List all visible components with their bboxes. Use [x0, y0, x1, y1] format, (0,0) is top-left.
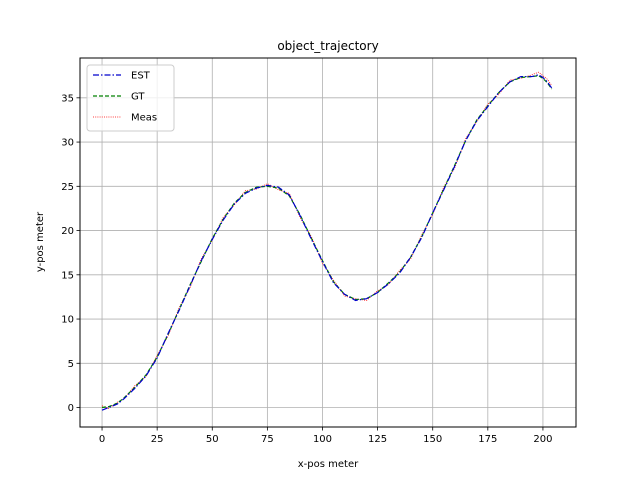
- axis-ticks: 0 25 50 75 100 125 150 175 200 0 5 10 15 20 25 30 35: [61, 93, 552, 445]
- series-lines: [101, 71, 553, 411]
- x-tick-label: 125: [368, 434, 387, 445]
- y-tick-label: 25: [61, 182, 74, 193]
- chart-title: object_trajectory: [277, 39, 378, 53]
- x-tick-label: 200: [533, 434, 552, 445]
- legend-label-gt: GT: [131, 92, 145, 103]
- y-tick-label: 30: [61, 138, 74, 149]
- x-tick-label: 75: [261, 434, 274, 445]
- y-tick-label: 20: [61, 226, 74, 237]
- x-tick-label: 150: [423, 434, 442, 445]
- x-tick-label: 100: [313, 434, 332, 445]
- x-axis-label: x-pos meter: [298, 459, 359, 470]
- plot-frame: [79, 57, 577, 428]
- legend-box: [86, 64, 175, 132]
- legend-label-meas: Meas: [131, 113, 157, 124]
- x-tick-label: 175: [478, 434, 497, 445]
- x-tick-label: 25: [151, 434, 164, 445]
- legend-label-est: EST: [131, 71, 151, 82]
- y-axis-label: y-pos meter: [35, 211, 46, 272]
- grid: [80, 58, 576, 427]
- series-line-est: [101, 74, 553, 411]
- y-tick-label: 10: [61, 315, 74, 326]
- y-tick-label: 0: [68, 403, 74, 414]
- y-tick-label: 5: [68, 359, 74, 370]
- legend: EST GT Meas: [86, 64, 175, 132]
- x-tick-label: 50: [206, 434, 219, 445]
- x-tick-label: 0: [99, 434, 105, 445]
- y-tick-label: 35: [61, 93, 74, 104]
- y-tick-label: 15: [61, 270, 74, 281]
